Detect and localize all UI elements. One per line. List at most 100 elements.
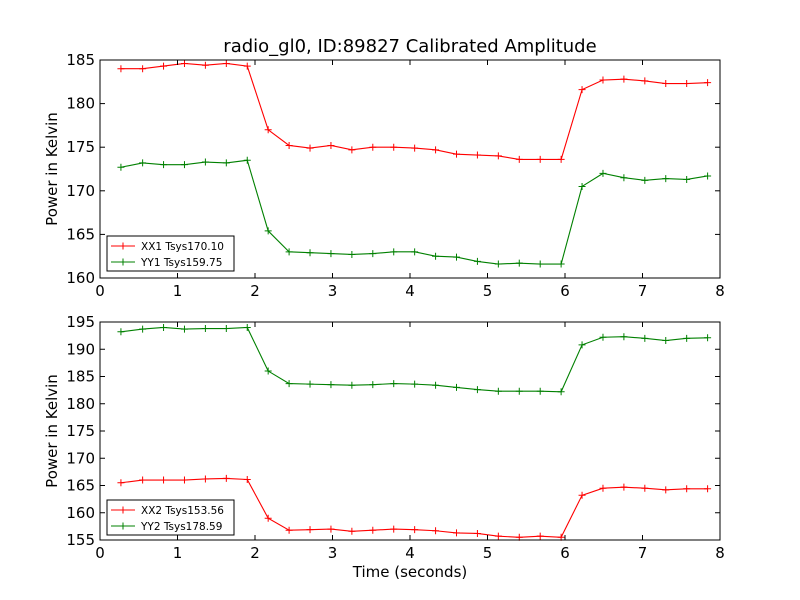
x-tick-label: 5: [483, 282, 493, 300]
data-point: [411, 526, 419, 534]
legend-box: [106, 235, 235, 272]
data-point: [557, 155, 565, 163]
data-point: [432, 381, 440, 389]
x-tick-label: 6: [560, 282, 570, 300]
data-point: [180, 59, 188, 67]
data-point: [327, 381, 335, 389]
data-point: [222, 159, 230, 167]
data-point: [285, 141, 293, 149]
y-tick-label: 155: [66, 531, 95, 549]
data-point: [139, 325, 147, 333]
data-point: [243, 476, 251, 484]
y-tick-label: 175: [66, 138, 95, 156]
data-point: [473, 386, 481, 394]
data-point: [599, 76, 607, 84]
data-point: [473, 151, 481, 159]
x-tick-label: 6: [560, 544, 570, 562]
data-point: [222, 474, 230, 482]
data-point: [285, 526, 293, 534]
x-tick-label: 8: [715, 544, 725, 562]
data-point: [160, 476, 168, 484]
data-point: [578, 86, 586, 94]
data-point: [180, 325, 188, 333]
x-tick-label: 0: [95, 282, 105, 300]
legend-marker: [119, 522, 127, 530]
data-point: [369, 143, 377, 151]
data-point: [683, 175, 691, 183]
legend-marker: [119, 506, 127, 514]
data-point: [264, 227, 272, 235]
legend-label: XX1 Tsys170.10: [141, 241, 224, 253]
data-point: [390, 143, 398, 151]
y-tick-label: 190: [66, 340, 95, 358]
data-point: [243, 62, 251, 70]
data-point: [494, 532, 502, 540]
chart-layer: radio_gl0, ID:89827 Calibrated Amplitude…: [43, 36, 725, 581]
data-point: [117, 479, 125, 487]
subplot-2: 0 1 2 3 4 5 6 7 8 155 160 165 170 175 180 185 190 195 Powe…: [43, 313, 725, 581]
data-point: [160, 323, 168, 331]
data-point: [662, 175, 670, 183]
chart-title: radio_gl0, ID:89827 Calibrated Amplitude: [223, 36, 596, 57]
x-axis-label: Time (seconds): [352, 563, 468, 581]
data-point: [285, 380, 293, 388]
data-point: [599, 484, 607, 492]
data-point: [578, 182, 586, 190]
data-point: [160, 161, 168, 169]
x-tick-label: 1: [173, 282, 183, 300]
data-point: [306, 526, 314, 534]
data-point: [201, 475, 209, 483]
data-point: [641, 176, 649, 184]
y-tick-label: 160: [66, 269, 95, 287]
data-point: [704, 485, 712, 493]
data-point: [453, 150, 460, 158]
data-point: [704, 79, 712, 87]
data-point: [327, 250, 335, 258]
data-point: [327, 141, 335, 149]
data-point: [515, 259, 523, 267]
data-point: [683, 80, 691, 88]
data-point: [139, 65, 147, 73]
x-tick-label: 3: [328, 282, 338, 300]
legend-box: [106, 499, 235, 536]
data-point: [348, 527, 356, 535]
data-point: [704, 334, 712, 342]
data-point: [683, 485, 691, 493]
data-point: [117, 163, 125, 171]
legend-marker: [119, 258, 127, 266]
data-point: [306, 380, 314, 388]
data-point: [411, 248, 419, 256]
data-point: [327, 525, 335, 533]
data-point: [536, 260, 544, 268]
data-point: [390, 525, 398, 533]
data-point: [348, 250, 356, 258]
data-point: [369, 250, 377, 258]
data-point: [557, 260, 565, 268]
data-point: [264, 514, 272, 522]
data-point: [285, 248, 293, 256]
data-point: [453, 253, 460, 261]
data-point: [306, 144, 314, 152]
data-point: [390, 248, 398, 256]
data-point: [201, 325, 209, 333]
data-point: [117, 328, 125, 336]
data-point: [348, 146, 356, 154]
data-point: [620, 75, 628, 83]
data-point: [139, 159, 147, 167]
legend: XX1 Tsys170.10 YY1 Tsys159.75: [106, 235, 235, 272]
legend-label: XX2 Tsys153.56: [141, 505, 224, 517]
x-tick-label: 5: [483, 544, 493, 562]
y-tick-label: 175: [66, 422, 95, 440]
data-point: [578, 491, 586, 499]
data-point: [160, 62, 168, 70]
data-point: [411, 144, 419, 152]
x-tick-label: 8: [715, 282, 725, 300]
data-point: [222, 325, 230, 333]
y-tick-label: 165: [66, 477, 95, 495]
data-point: [369, 381, 377, 389]
data-point: [662, 80, 670, 88]
data-point: [453, 529, 460, 537]
data-point: [599, 333, 607, 341]
y-tick-label: 180: [66, 95, 95, 113]
